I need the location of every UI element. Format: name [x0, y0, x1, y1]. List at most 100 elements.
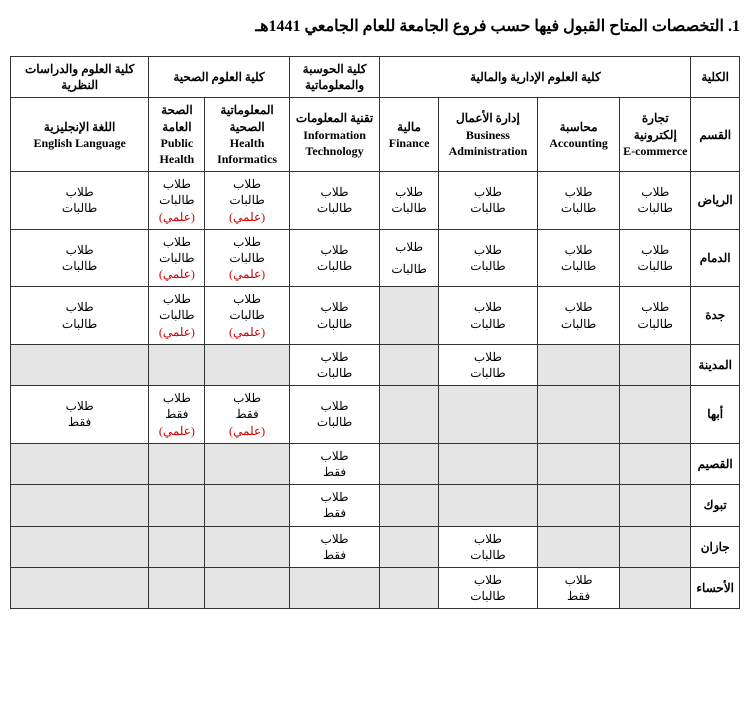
table-cell [380, 526, 438, 567]
table-cell [11, 344, 149, 385]
table-cell [289, 567, 380, 608]
table-cell [620, 485, 691, 526]
col-head-health: كلية العلوم الصحية [149, 57, 289, 98]
table-cell [438, 386, 537, 444]
col-head-public-health: الصحة العامة Public Health [149, 98, 205, 172]
table-cell [538, 485, 620, 526]
table-cell: طلابفقط [289, 526, 380, 567]
table-cell [11, 567, 149, 608]
row-label: المدينة [691, 344, 740, 385]
table-cell [620, 386, 691, 444]
table-row: جدةطلابطالباتطلابطالباتطلابطالباتطلابطال… [11, 287, 740, 345]
table-row: الدمامطلابطالباتطلابطالباتطلابطالباتطلاب… [11, 229, 740, 287]
table-cell: طلابفقط [11, 386, 149, 444]
table-cell [620, 443, 691, 484]
table-cell [538, 386, 620, 444]
table-cell [149, 443, 205, 484]
col-head-theo: كلية العلوم والدراسات النظرية [11, 57, 149, 98]
table-cell [11, 526, 149, 567]
table-row: جازانطلابطالباتطلابفقط [11, 526, 740, 567]
table-cell: طلابطالبات [380, 172, 438, 230]
table-cell: طلابطالبات(علمي) [149, 287, 205, 345]
table-cell: طلابطالبات [11, 287, 149, 345]
table-cell: طلابطالبات [620, 172, 691, 230]
row-label: تبوك [691, 485, 740, 526]
row-label: الدمام [691, 229, 740, 287]
table-cell: طلابفقط [289, 443, 380, 484]
table-cell [380, 344, 438, 385]
col-head-ecom: تجارة إلكترونية E-commerce [620, 98, 691, 172]
table-cell [380, 567, 438, 608]
table-cell: طلابطالبات [289, 344, 380, 385]
table-cell: طلابطالبات [11, 172, 149, 230]
table-cell: طلابفقط [289, 485, 380, 526]
table-cell [149, 344, 205, 385]
table-cell: طلابطالبات(علمي) [149, 172, 205, 230]
col-head-english: اللغة الإنجليزية English Language [11, 98, 149, 172]
table-cell: طلابطالبات [538, 229, 620, 287]
table-cell [538, 526, 620, 567]
table-cell [380, 443, 438, 484]
table-cell [380, 485, 438, 526]
table-cell [205, 485, 289, 526]
table-cell [149, 526, 205, 567]
table-cell: طلابطالبات [11, 229, 149, 287]
table-row: القصيم طلابفقط [11, 443, 740, 484]
table-header-row-1: الكلية كلية العلوم الإدارية والمالية كلي… [11, 57, 740, 98]
table-cell: طلابطالبات [538, 172, 620, 230]
table-cell: طلابطالبات [289, 386, 380, 444]
row-label: جدة [691, 287, 740, 345]
row-label: الأحساء [691, 567, 740, 608]
table-cell [205, 344, 289, 385]
col-head-finance: مالية Finance [380, 98, 438, 172]
col-head-admin-fin: كلية العلوم الإدارية والمالية [380, 57, 691, 98]
table-cell [380, 386, 438, 444]
table-cell: طلابطالبات(علمي) [205, 172, 289, 230]
table-cell: طلابطالبات [438, 344, 537, 385]
table-cell: طلابطالبات(علمي) [205, 287, 289, 345]
table-cell [538, 443, 620, 484]
admissions-table: الكلية كلية العلوم الإدارية والمالية كلي… [10, 56, 740, 609]
col-head-dept: القسم [691, 98, 740, 172]
table-cell: طلابطالبات(علمي) [149, 229, 205, 287]
table-cell: طلابطالبات [289, 287, 380, 345]
table-cell: طلابطالبات [538, 287, 620, 345]
row-label: القصيم [691, 443, 740, 484]
table-cell: طلابطالبات [289, 229, 380, 287]
col-head-comp-info: كلية الحوسبة والمعلوماتية [289, 57, 380, 98]
table-cell [205, 443, 289, 484]
table-cell: طلابطالبات(علمي) [205, 229, 289, 287]
table-cell: طلابطالبات [620, 229, 691, 287]
table-cell [438, 485, 537, 526]
table-cell: طلابفقط(علمي) [149, 386, 205, 444]
table-row: الرياضطلابطالباتطلابطالباتطلابطالباتطلاب… [11, 172, 740, 230]
table-row: المدينة طلابطالبات طلابطالبات [11, 344, 740, 385]
row-label: جازان [691, 526, 740, 567]
table-cell [380, 287, 438, 345]
table-cell [538, 344, 620, 385]
table-cell: طلابفقط(علمي) [205, 386, 289, 444]
table-header-row-2: القسم تجارة إلكترونية E-commerce محاسبة … [11, 98, 740, 172]
col-head-health-informatics: المعلوماتية الصحية Health Informatics [205, 98, 289, 172]
table-cell: طلابطالبات [289, 172, 380, 230]
table-cell: طلابفقط [538, 567, 620, 608]
table-cell [620, 526, 691, 567]
row-label: أبها [691, 386, 740, 444]
col-head-label: الكلية [691, 57, 740, 98]
table-cell [205, 526, 289, 567]
table-cell: طلابطالبات [438, 229, 537, 287]
table-cell [205, 567, 289, 608]
table-cell [438, 443, 537, 484]
table-cell: طلابطالبات [438, 287, 537, 345]
page-title: 1. التخصصات المتاح القبول فيها حسب فروع … [30, 16, 740, 36]
table-cell [11, 443, 149, 484]
table-cell [620, 344, 691, 385]
table-body: الرياضطلابطالباتطلابطالباتطلابطالباتطلاب… [11, 172, 740, 609]
col-head-accounting: محاسبة Accounting [538, 98, 620, 172]
table-cell [149, 567, 205, 608]
table-cell: طلابطالبات [380, 229, 438, 287]
table-cell [11, 485, 149, 526]
table-row: تبوك طلابفقط [11, 485, 740, 526]
table-cell [149, 485, 205, 526]
col-head-business: إدارة الأعمال Business Administration [438, 98, 537, 172]
